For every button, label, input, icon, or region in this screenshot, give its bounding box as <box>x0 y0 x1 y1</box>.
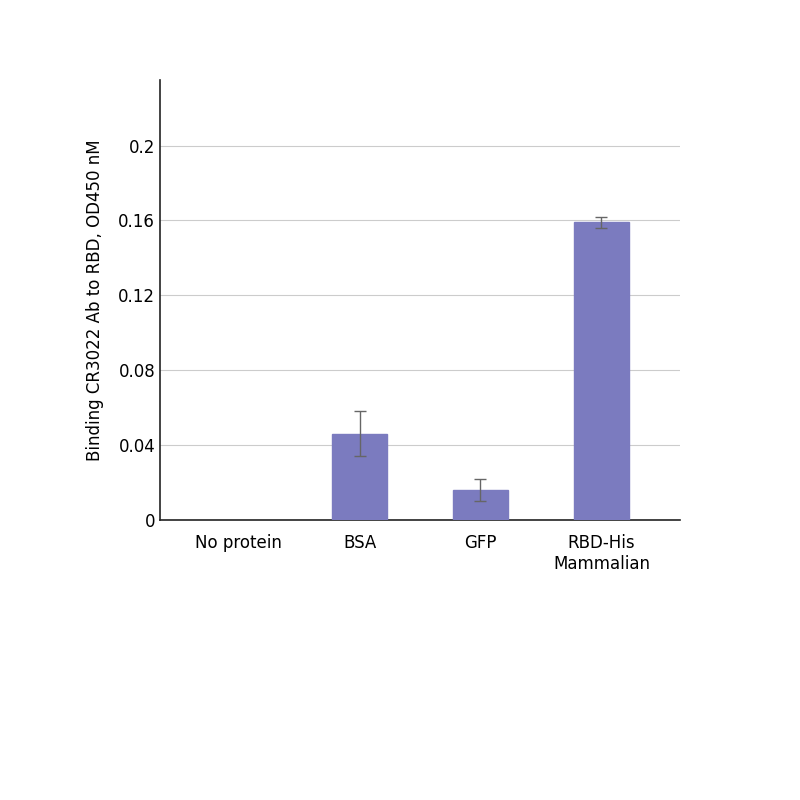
Y-axis label: Binding CR3022 Ab to RBD, OD450 nM: Binding CR3022 Ab to RBD, OD450 nM <box>86 139 104 461</box>
Bar <box>332 434 386 520</box>
Bar <box>454 490 508 520</box>
Bar <box>574 222 629 520</box>
